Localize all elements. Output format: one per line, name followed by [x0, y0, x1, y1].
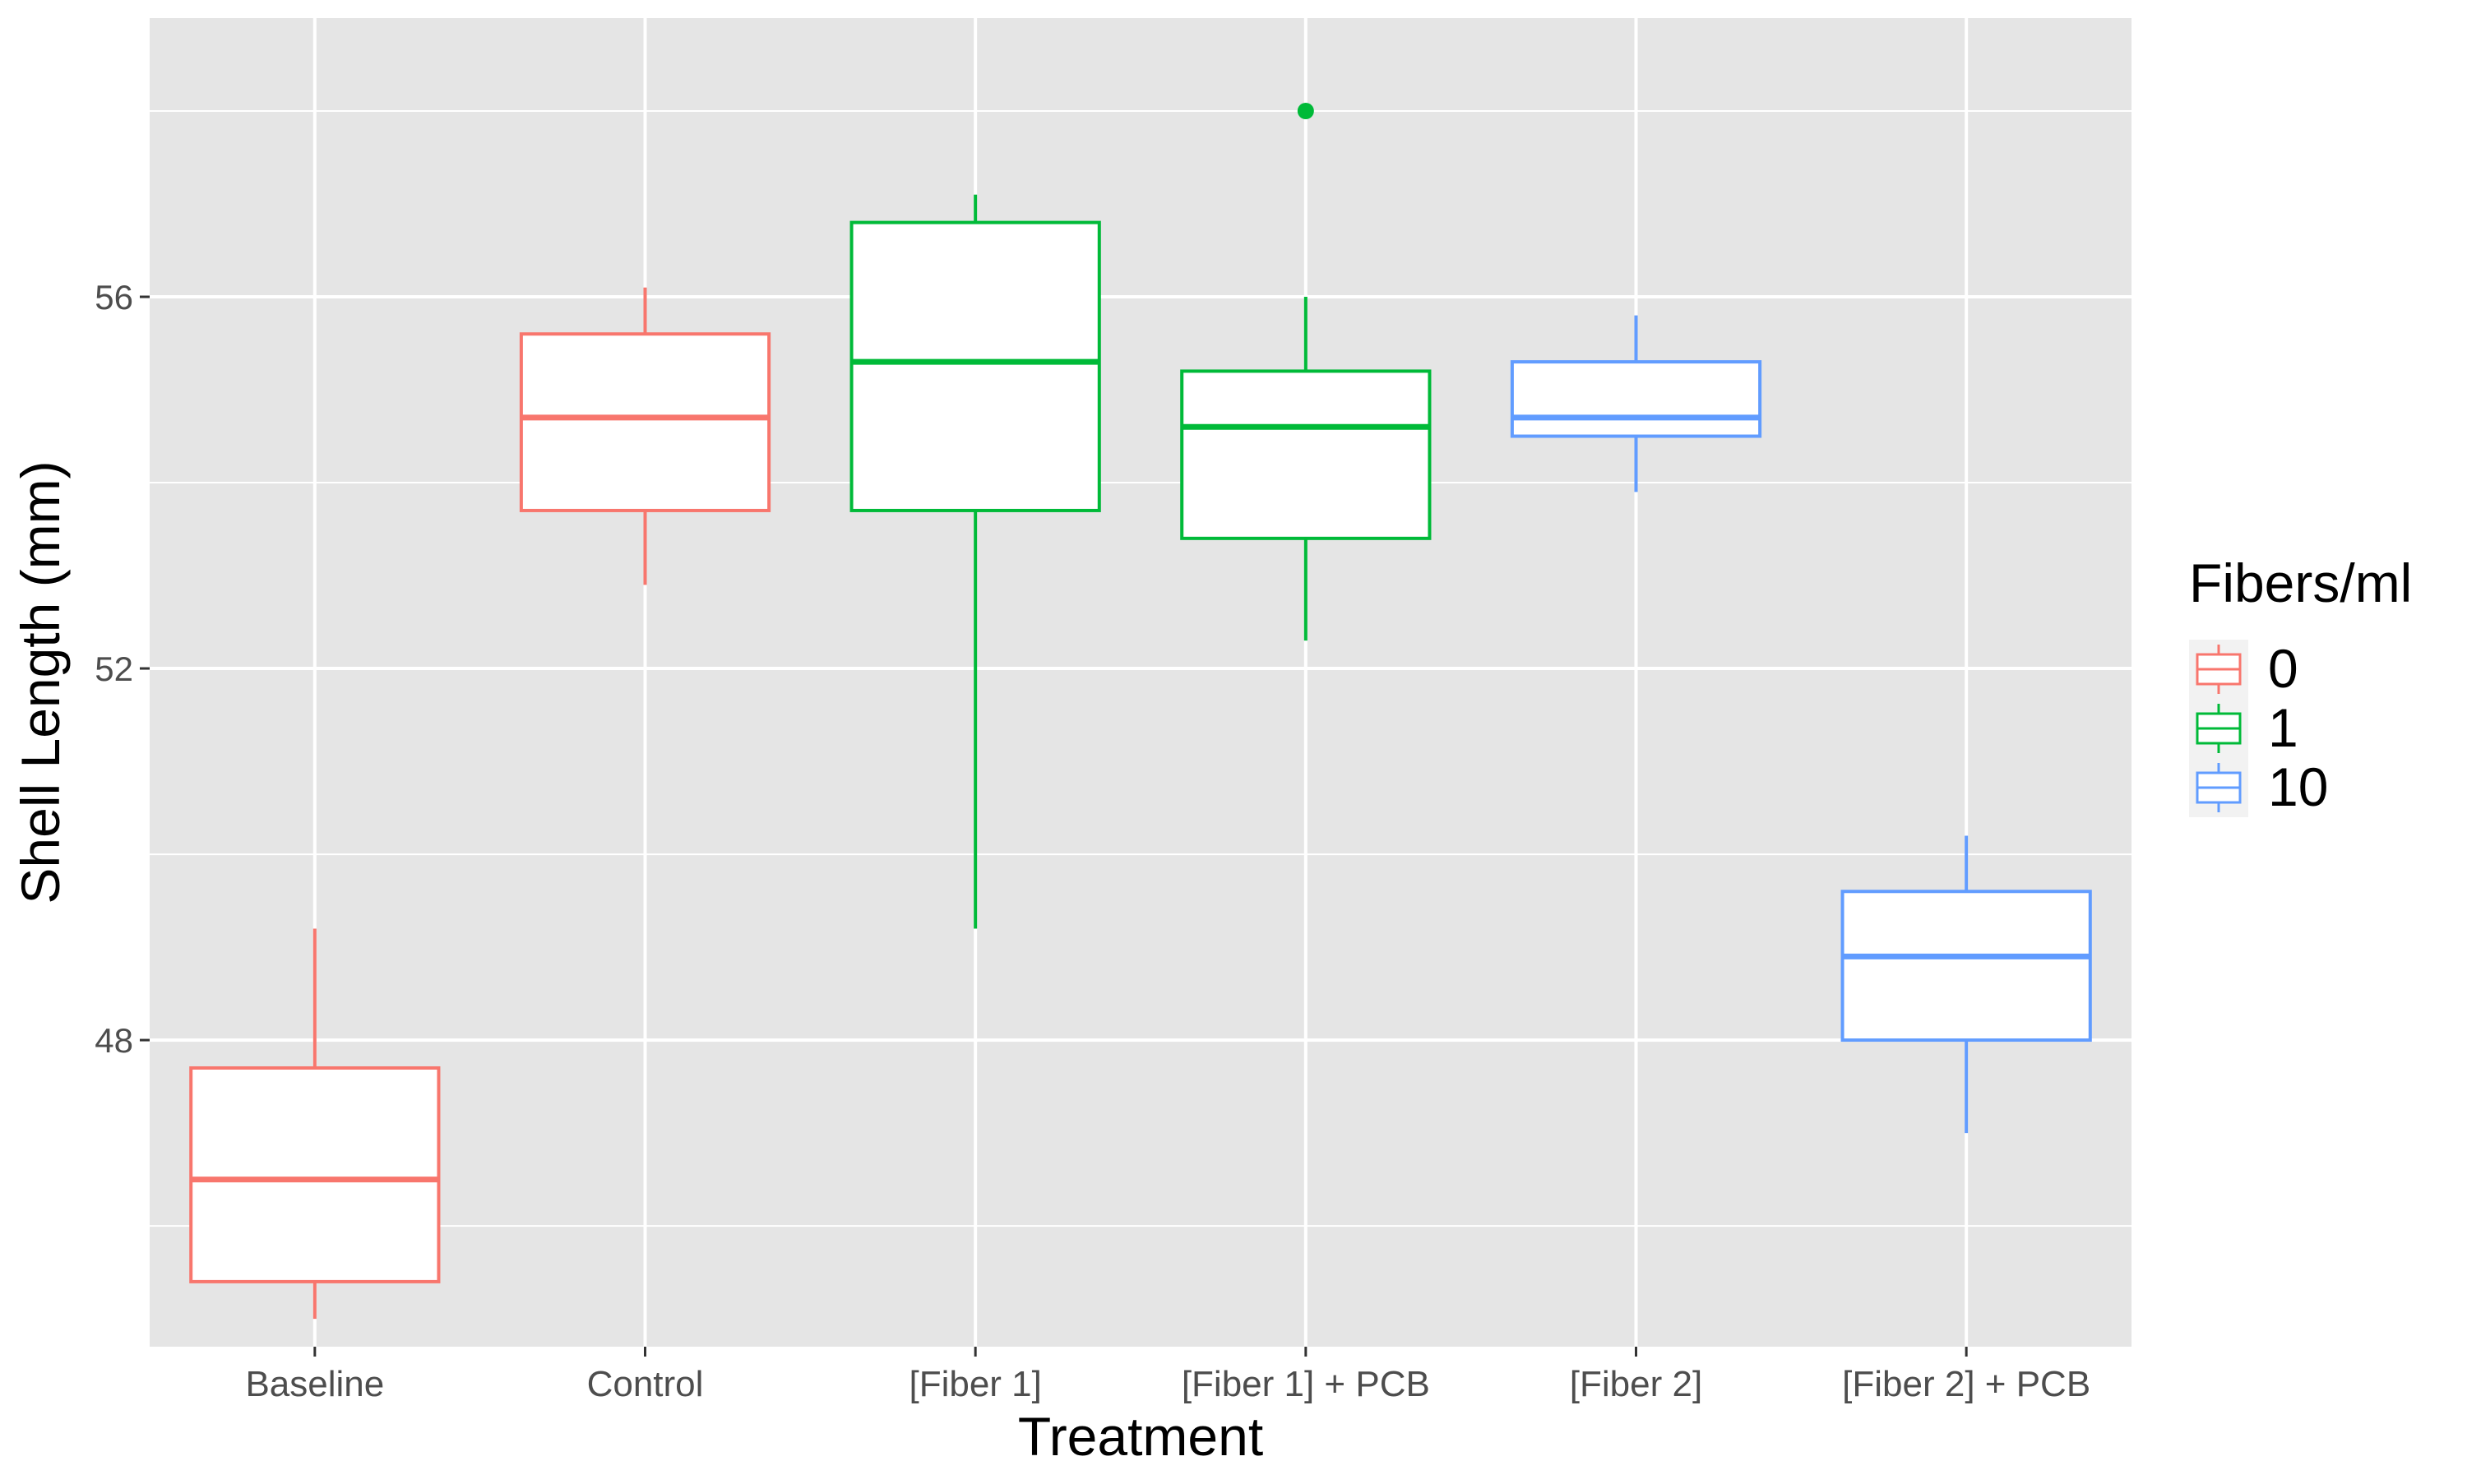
- box: [1510, 360, 1762, 438]
- box: [189, 1066, 441, 1283]
- y-tick-label: 48: [95, 1021, 133, 1060]
- box-group: [189, 928, 441, 1320]
- box-group: [1840, 835, 2092, 1134]
- box-group: [1510, 315, 1762, 492]
- box-group: [519, 287, 771, 585]
- y-tick-label: 52: [95, 650, 133, 688]
- x-tick-label: [Fiber 2] + PCB: [1842, 1364, 2090, 1404]
- box: [1840, 890, 2092, 1042]
- x-tick-label: [Fiber 2]: [1570, 1364, 1702, 1404]
- outlier-point: [1297, 103, 1314, 120]
- box: [849, 220, 1101, 512]
- x-axis: Baseline Control [Fiber 1] [Fiber 1] + PCB […: [245, 1347, 2090, 1404]
- box-group: [849, 194, 1101, 929]
- legend-label: 1: [2268, 697, 2298, 758]
- legend-title: Fibers/ml: [2189, 552, 2412, 613]
- x-tick-label: Control: [587, 1364, 704, 1404]
- x-tick-label: [Fiber 1] + PCB: [1182, 1364, 1430, 1404]
- plot-panel: [150, 18, 2131, 1347]
- legend-entry: 10: [2189, 756, 2328, 817]
- legend-label: 0: [2268, 638, 2298, 699]
- y-axis-title: Shell Length (mm): [10, 460, 71, 904]
- box: [519, 332, 771, 512]
- y-tick-label: 56: [95, 278, 133, 317]
- boxplot-series: [189, 103, 2092, 1320]
- x-axis-title: Treatment: [1018, 1406, 1263, 1467]
- minor-gridlines: [150, 110, 2131, 1227]
- x-tick-label: Baseline: [245, 1364, 384, 1404]
- y-axis: 48 52 56: [95, 278, 150, 1060]
- box: [1180, 369, 1432, 540]
- x-tick-label: [Fiber 1]: [909, 1364, 1041, 1404]
- legend-entry: 1: [2189, 697, 2298, 758]
- legend-entry: 0: [2189, 638, 2298, 699]
- box-group: [1180, 103, 1432, 641]
- legend-label: 10: [2268, 756, 2328, 817]
